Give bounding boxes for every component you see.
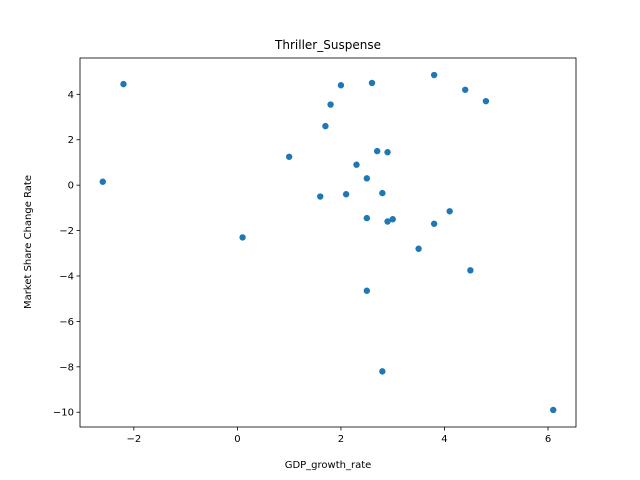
data-point-8	[342, 191, 350, 198]
x-tick-label-1: 0	[234, 434, 240, 445]
data-point-20	[415, 245, 422, 252]
data-point-9	[353, 161, 360, 168]
y-tick-label-2: −6	[59, 317, 74, 328]
data-point-1	[120, 80, 127, 88]
data-point-15	[379, 189, 386, 197]
data-point-10	[363, 175, 371, 182]
data-point-26	[482, 97, 490, 105]
y-tick-label-4: −2	[59, 226, 74, 237]
y-axis-ticks: −10 −8 −6 −4 −2 0 2 4	[53, 90, 80, 419]
points-layer	[99, 71, 557, 414]
y-tick-label-3: −4	[59, 271, 74, 282]
data-point-25	[467, 267, 474, 274]
x-tick-label-2: 2	[338, 434, 344, 445]
data-point-18	[384, 218, 391, 225]
data-point-12	[363, 287, 371, 294]
data-point-4	[317, 193, 324, 200]
data-point-22	[430, 220, 438, 227]
x-tick-label-4: 6	[545, 434, 551, 445]
data-point-23	[446, 208, 453, 215]
data-point-14	[373, 147, 381, 155]
x-axis-ticks: −2 0 2 4 6	[126, 427, 551, 445]
data-point-17	[384, 149, 391, 156]
data-point-0	[99, 178, 106, 185]
data-point-11	[363, 214, 371, 222]
data-point-27	[550, 406, 557, 414]
y-tick-label-1: −8	[59, 362, 74, 373]
y-tick-label-7: 4	[68, 90, 74, 101]
data-point-24	[462, 86, 469, 93]
chart-title: Thriller_Suspense	[274, 38, 381, 52]
y-tick-label-5: 0	[68, 181, 74, 192]
data-point-5	[322, 122, 329, 130]
data-point-3	[285, 153, 293, 160]
data-point-6	[327, 101, 334, 108]
data-point-19	[389, 216, 396, 223]
data-point-16	[379, 368, 386, 375]
plot-frame	[79, 57, 577, 428]
data-point-2	[239, 234, 246, 241]
y-tick-label-0: −10	[53, 408, 74, 419]
x-tick-label-3: 4	[441, 434, 447, 445]
data-point-13	[368, 79, 376, 87]
data-point-21	[430, 71, 438, 79]
y-tick-label-6: 2	[68, 135, 74, 146]
x-axis-label: GDP_growth_rate	[285, 460, 372, 471]
y-axis-label: Market Share Change Rate	[23, 175, 34, 309]
data-point-7	[337, 82, 345, 89]
x-tick-label-0: −2	[126, 434, 141, 445]
